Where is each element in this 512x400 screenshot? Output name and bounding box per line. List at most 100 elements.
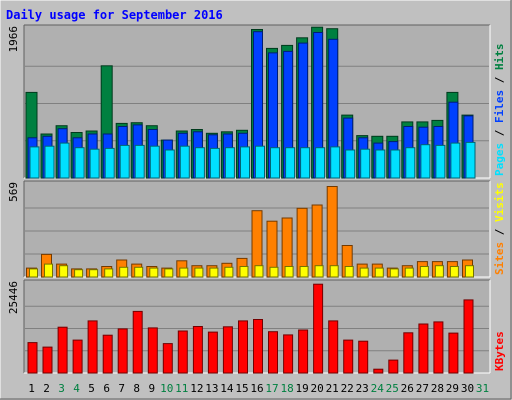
- bar-visits-day-9: [149, 267, 159, 278]
- x-label-day-27: 27: [416, 382, 429, 395]
- bar-pages-day-14: [224, 147, 235, 179]
- bar-kbytes-day-6: [102, 334, 113, 374]
- bar-visits-day-25: [389, 268, 399, 278]
- y-max-label: 1966: [7, 26, 20, 53]
- bar-kbytes-day-21: [328, 320, 339, 374]
- x-label-day-28: 28: [431, 382, 444, 395]
- x-label-day-12: 12: [190, 382, 203, 395]
- bar-pages-day-10: [164, 149, 175, 179]
- bar-pages-day-2: [44, 145, 55, 179]
- bar-pages-day-12: [194, 147, 205, 179]
- bar-pages-day-27: [420, 144, 431, 179]
- bar-visits-day-13: [209, 267, 219, 278]
- panel-visits-sites: 569 Sites / Visits: [7, 180, 506, 278]
- bar-visits-day-22: [344, 266, 354, 278]
- x-label-day-9: 9: [148, 382, 155, 395]
- x-label-day-2: 2: [43, 382, 50, 395]
- bar-visits-day-18: [284, 266, 294, 278]
- x-label-day-30: 30: [461, 382, 474, 395]
- x-label-day-22: 22: [341, 382, 354, 395]
- x-label-day-18: 18: [280, 382, 293, 395]
- x-label-day-8: 8: [133, 382, 140, 395]
- x-label-day-26: 26: [401, 382, 414, 395]
- bar-pages-day-28: [435, 144, 446, 179]
- bar-kbytes-day-1: [27, 342, 38, 374]
- x-label-day-25: 25: [386, 382, 399, 395]
- bar-visits-day-17: [269, 266, 279, 278]
- bar-kbytes-day-12: [192, 326, 203, 374]
- x-label-day-3: 3: [58, 382, 65, 395]
- bar-visits-day-5: [89, 269, 99, 278]
- bar-visits-day-26: [404, 267, 414, 278]
- bar-kbytes-day-15: [238, 320, 248, 374]
- legend-pages: Pages: [493, 143, 506, 176]
- bar-kbytes-day-19: [298, 329, 309, 374]
- bar-kbytes-day-3: [57, 326, 68, 374]
- bar-pages-day-26: [405, 147, 416, 179]
- bar-visits-day-21: [329, 265, 339, 278]
- legend-hits: Hits: [493, 44, 506, 71]
- bar-pages-day-24: [375, 149, 386, 179]
- bar-pages-day-25: [390, 149, 401, 179]
- bar-pages-day-30: [465, 141, 476, 179]
- bar-visits-day-12: [194, 267, 204, 278]
- x-label-day-7: 7: [118, 382, 125, 395]
- legend-sites: Sites: [493, 242, 506, 275]
- x-label-day-17: 17: [265, 382, 278, 395]
- bar-kbytes-day-4: [72, 339, 83, 374]
- bar-kbytes-day-11: [177, 330, 188, 374]
- y-max-label: 569: [7, 182, 20, 202]
- bar-visits-day-23: [359, 267, 369, 278]
- bar-visits-day-11: [179, 267, 189, 278]
- bar-visits-day-15: [239, 266, 249, 278]
- bar-kbytes-day-30: [463, 299, 474, 374]
- bar-visits-day-20: [314, 265, 324, 278]
- bar-kbytes-day-29: [448, 332, 459, 374]
- bar-visits-day-29: [449, 266, 459, 278]
- chart-title: Daily usage for September 2016: [6, 8, 223, 22]
- bar-kbytes-day-22: [343, 339, 354, 374]
- bar-visits-day-8: [134, 266, 144, 278]
- bar-visits-day-7: [119, 266, 129, 278]
- legend-separator: /: [493, 222, 506, 242]
- bar-kbytes-day-20: [313, 283, 324, 374]
- bar-kbytes-day-5: [87, 320, 98, 374]
- bar-kbytes-day-14: [222, 326, 233, 374]
- chart-panels: 1966 Pages / Files / Hits 569 Sites / Visit…: [7, 24, 506, 374]
- bar-pages-day-18: [285, 147, 296, 179]
- x-label-day-4: 4: [73, 382, 80, 395]
- bar-visits-day-4: [74, 269, 84, 278]
- legend-kbytes: KBytes: [493, 331, 506, 371]
- bar-pages-day-6: [104, 147, 115, 179]
- legend-separator: /: [493, 123, 506, 143]
- bar-visits-day-1: [29, 268, 38, 278]
- bar-pages-day-5: [89, 148, 100, 179]
- bar-visits-day-2: [44, 263, 53, 278]
- bar-pages-day-9: [149, 145, 160, 179]
- bar-visits-day-30: [465, 265, 474, 278]
- x-label-day-6: 6: [103, 382, 110, 395]
- bar-kbytes-day-27: [418, 323, 429, 374]
- bar-kbytes-day-24: [373, 368, 384, 374]
- bar-visits-day-19: [299, 266, 309, 278]
- x-axis-day-labels: 1 2 3 4 5 6 7 8 9 10 11 12 13 14 15 16 17 18 19 20 21 22 23 24 2…: [28, 382, 489, 395]
- x-label-day-15: 15: [235, 382, 248, 395]
- bar-kbytes-day-9: [147, 327, 158, 374]
- bar-pages-day-8: [134, 144, 145, 179]
- bar-visits-day-27: [419, 266, 429, 278]
- bar-kbytes-day-17: [268, 331, 278, 374]
- bar-kbytes-day-18: [283, 334, 294, 374]
- bar-kbytes-day-10: [162, 343, 173, 374]
- bar-visits-day-16: [254, 265, 264, 278]
- bar-kbytes-day-16: [253, 319, 263, 374]
- legend-separator: /: [493, 70, 506, 90]
- bar-visits-day-28: [434, 265, 444, 278]
- x-label-day-10: 10: [160, 382, 173, 395]
- x-label-day-29: 29: [446, 382, 459, 395]
- bar-pages-day-3: [59, 142, 70, 179]
- x-label-day-21: 21: [326, 382, 339, 395]
- bar-pages-day-17: [270, 147, 280, 179]
- panel-hits-files-pages: 1966 Pages / Files / Hits: [7, 24, 506, 179]
- bar-kbytes-day-13: [207, 331, 218, 374]
- legend-visits: Visits: [493, 182, 506, 222]
